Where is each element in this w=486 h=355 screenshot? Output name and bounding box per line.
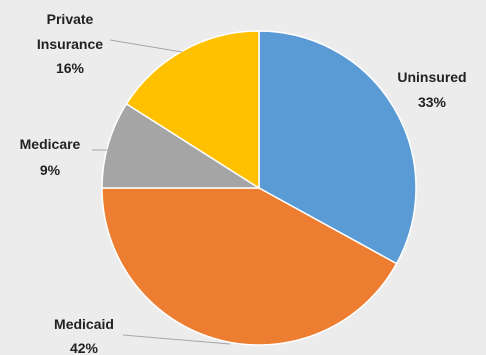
leader-line-private-insurance — [109, 39, 183, 53]
data-labels: Uninsured 33% Medicaid 42% Medicare 9% Private… — [20, 11, 467, 355]
data-label-private-insurance-line-1: Private — [47, 11, 94, 27]
data-label-medicaid-line-1: Medicaid — [54, 316, 114, 332]
pie-slice-medicare — [101, 102, 262, 189]
pie-slice-private-insurance — [125, 30, 260, 190]
data-label-medicare-line-1: Medicare — [20, 136, 81, 152]
pie-slices — [101, 30, 417, 346]
leader-lines — [92, 39, 231, 345]
pie-slice-medicaid — [101, 187, 398, 346]
data-label-private-insurance-line-2: Insurance — [37, 36, 103, 52]
data-label-private-insurance-line-3: 16% — [56, 60, 85, 76]
data-label-uninsured-line-2: 33% — [418, 94, 447, 110]
pie-slice-uninsured — [258, 30, 417, 265]
data-label-medicaid-line-2: 42% — [70, 340, 99, 355]
data-label-uninsured-line-1: Uninsured — [397, 69, 466, 85]
leader-line-medicaid — [122, 334, 231, 345]
data-label-medicare-line-2: 9% — [40, 162, 61, 178]
